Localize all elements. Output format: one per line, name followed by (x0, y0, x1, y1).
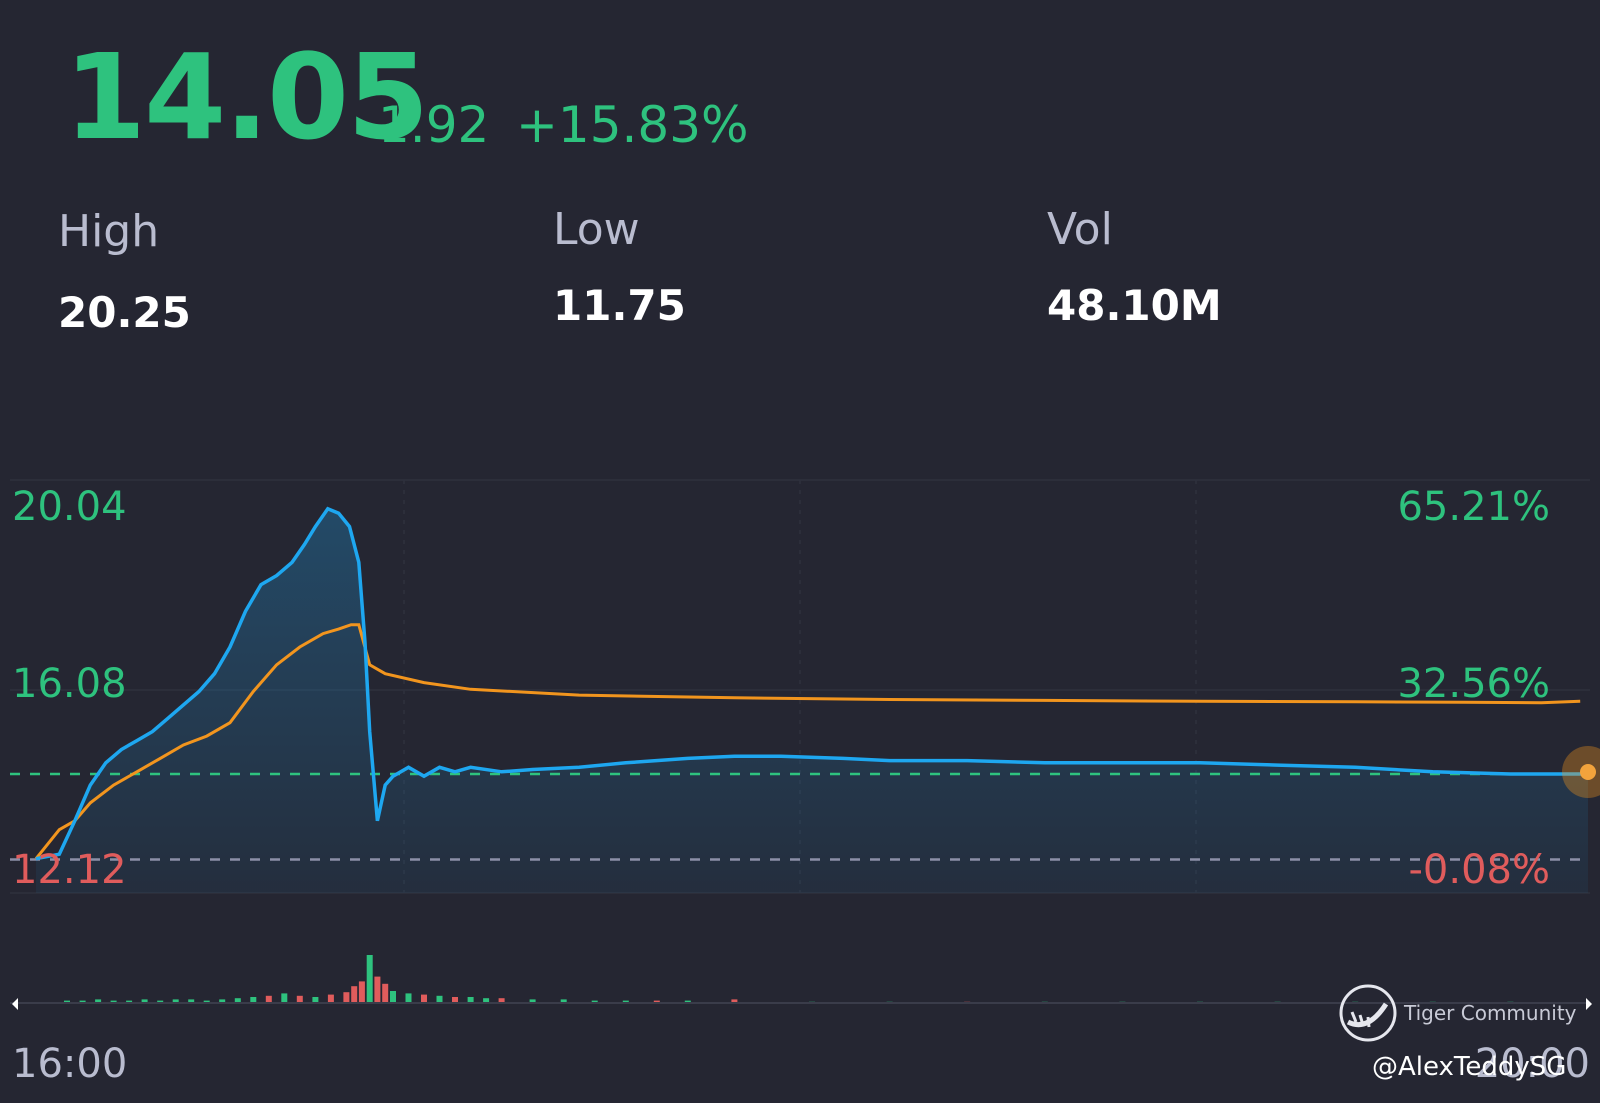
volume-bar (529, 999, 536, 1003)
x-tick-end: 20:00 (1475, 1041, 1590, 1087)
volume-bar (188, 999, 195, 1003)
volume-bar (622, 1000, 629, 1003)
volume-bar (219, 999, 226, 1003)
y-right-tick-bottom: -0.08% (1408, 847, 1550, 893)
volume-bars (64, 955, 1514, 1003)
volume-bar (141, 999, 148, 1003)
price-change: 1.92 (378, 96, 490, 154)
volume-bar (483, 998, 490, 1003)
volume-bar (95, 999, 102, 1003)
y-right-tick-mid: 32.56% (1397, 661, 1550, 707)
volume-bar (591, 1000, 598, 1003)
volume-bar (312, 997, 319, 1003)
volume-bar (374, 976, 381, 1003)
high-value: 20.25 (58, 288, 191, 337)
volume-bar (421, 994, 427, 1003)
volume-bar (110, 1000, 117, 1003)
volume-bar (250, 997, 257, 1003)
volume-bar (366, 955, 373, 1003)
volume-bar (653, 1000, 660, 1003)
high-label: High (58, 206, 160, 257)
volume-bar (126, 1000, 133, 1003)
scroll-left-icon[interactable] (12, 998, 18, 1010)
y-right-tick-top: 65.21% (1397, 484, 1550, 530)
tiger-logo-icon (1339, 984, 1397, 1042)
current-point-dot (1580, 764, 1596, 780)
volume-bar (265, 995, 272, 1003)
volume-bar (467, 997, 474, 1003)
volume-label: Vol (1047, 204, 1113, 255)
volume-bar (327, 994, 334, 1003)
volume-bar (172, 999, 179, 1003)
y-left-tick-mid: 16.08 (12, 661, 127, 707)
watermark-user: @AlexTeddySG (1372, 1052, 1567, 1082)
last-price: 14.05 (64, 28, 429, 166)
low-value: 11.75 (553, 281, 686, 330)
volume-bar (157, 1000, 164, 1003)
watermark-brand: Tiger Community (1404, 1001, 1577, 1025)
volume-bar (64, 1000, 70, 1003)
volume-bar (79, 1000, 86, 1003)
series-average-price-line (34, 623, 1581, 860)
price-change-percent: +15.83% (516, 96, 749, 154)
volume-bar (358, 981, 365, 1003)
volume-bar (281, 993, 288, 1003)
y-left-tick-top: 20.04 (12, 484, 127, 530)
volume-bar (296, 995, 303, 1003)
volume-bar (382, 983, 389, 1003)
volume-bar (731, 999, 738, 1003)
scroll-right-icon[interactable] (1586, 998, 1592, 1010)
volume-bar (234, 998, 241, 1003)
volume-bar (343, 992, 350, 1003)
y-left-tick-bottom: 12.12 (12, 847, 127, 893)
series-price-line (35, 506, 1588, 861)
volume-bar (452, 997, 458, 1003)
volume-bar (405, 993, 412, 1003)
volume-bar (684, 1000, 691, 1003)
low-label: Low (553, 204, 640, 255)
price-area-fill (36, 508, 1588, 893)
volume-bar (436, 995, 443, 1003)
volume-bar (560, 999, 567, 1003)
volume-bar (351, 986, 358, 1003)
volume-value: 48.10M (1047, 281, 1222, 330)
volume-bar (390, 991, 396, 1003)
volume-bar (498, 998, 505, 1003)
volume-bar (203, 1000, 210, 1003)
x-tick-start: 16:00 (12, 1041, 127, 1087)
